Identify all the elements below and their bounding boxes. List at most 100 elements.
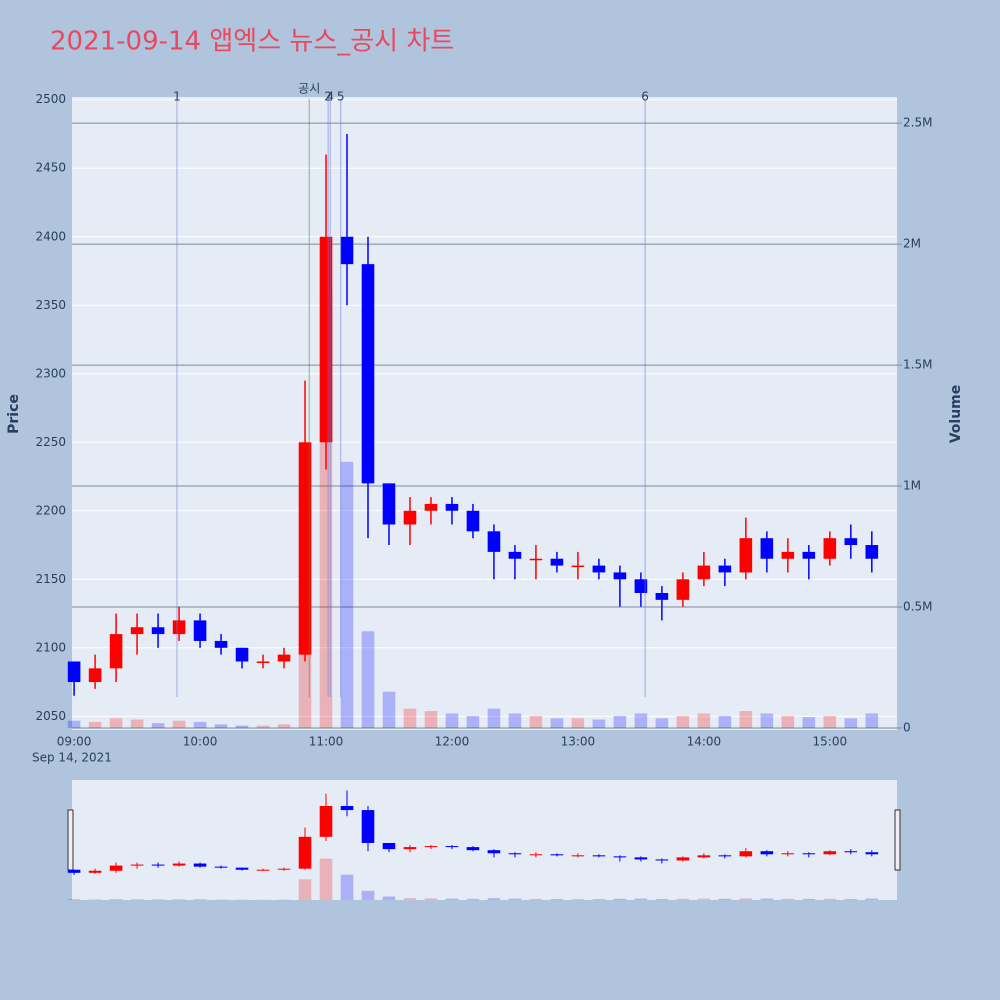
mini-candle-body xyxy=(67,869,81,873)
mini-candle-body xyxy=(760,851,774,855)
x-tick-label: 12:00 xyxy=(435,735,470,749)
mini-volume-bar xyxy=(487,898,501,900)
mini-candle-body xyxy=(802,853,816,855)
y-tick-label: 2050 xyxy=(35,709,66,723)
volume-bar xyxy=(277,724,291,728)
mini-candle-body xyxy=(214,866,228,868)
mini-volume-bar xyxy=(67,899,81,900)
mini-volume-bar xyxy=(613,898,627,900)
y2-tick-label: 2.5M xyxy=(903,116,932,130)
y2-tick-label: 0.5M xyxy=(903,600,932,614)
mini-candle-body xyxy=(739,851,753,857)
mini-candle-body xyxy=(109,865,123,871)
y-tick-label: 2150 xyxy=(35,572,66,586)
range-slider[interactable] xyxy=(72,780,897,900)
annotation-label: 공시 xyxy=(298,82,320,96)
candle-body xyxy=(340,236,354,265)
volume-bar xyxy=(844,718,858,728)
mini-volume-bar xyxy=(634,898,648,900)
mini-candle-body xyxy=(592,855,606,857)
y-tick-label: 2450 xyxy=(35,161,66,175)
y-tick-label: 2400 xyxy=(35,229,66,243)
volume-bar xyxy=(655,718,669,728)
mini-candle-body xyxy=(424,846,438,848)
volume-bar xyxy=(529,715,543,728)
volume-bar xyxy=(613,715,627,728)
candle-body xyxy=(508,551,522,559)
mini-volume-bar xyxy=(508,898,522,900)
candle-body xyxy=(256,661,270,663)
volume-bar xyxy=(109,718,123,728)
mini-candle-body xyxy=(466,847,480,851)
x-tick-label: 13:00 xyxy=(561,735,596,749)
volume-bar xyxy=(193,721,207,728)
mini-candle-body xyxy=(718,855,732,857)
candle-body xyxy=(277,654,291,662)
mini-volume-bar xyxy=(676,898,690,900)
candle-body xyxy=(403,510,417,525)
y2-axis-title: Volume xyxy=(948,385,964,444)
y2-tick-label: 0 xyxy=(903,721,911,735)
mini-candle-body xyxy=(571,855,585,857)
y-tick-label: 2250 xyxy=(35,435,66,449)
volume-bar xyxy=(592,719,606,728)
mini-candle-body xyxy=(697,855,711,858)
annotation-label: 2 xyxy=(324,90,332,104)
volume-bar xyxy=(487,708,501,728)
annotation-label: 6 xyxy=(641,90,649,104)
mini-volume-bar xyxy=(697,898,711,900)
mini-volume-bar xyxy=(445,898,459,900)
volume-bar xyxy=(718,715,732,728)
candle-body xyxy=(529,558,543,561)
volume-bar xyxy=(67,720,81,728)
candle-body xyxy=(655,592,669,600)
mini-volume-bar xyxy=(592,899,606,900)
mini-candle-body xyxy=(487,850,501,854)
mini-volume-bar xyxy=(193,899,207,900)
volume-bar xyxy=(340,461,354,728)
mini-candle-body xyxy=(550,854,564,856)
candle-body xyxy=(361,264,375,484)
candle-body xyxy=(676,579,690,600)
candle-body xyxy=(424,503,438,511)
mini-volume-bar xyxy=(424,898,438,900)
candle-body xyxy=(151,627,165,635)
volume-bar xyxy=(151,723,165,728)
candle-body xyxy=(844,538,858,546)
volume-bar xyxy=(445,713,459,728)
mini-volume-bar xyxy=(802,898,816,900)
volume-bar xyxy=(88,721,102,728)
range-handle[interactable] xyxy=(67,809,74,871)
volume-bar xyxy=(382,691,396,728)
mini-volume-bar xyxy=(781,898,795,900)
mini-volume-bar xyxy=(655,899,669,900)
candle-body xyxy=(613,572,627,580)
volume-bar xyxy=(466,715,480,728)
annotation-label: 4 xyxy=(326,90,334,104)
mini-volume-bar xyxy=(865,898,879,900)
candle-body xyxy=(571,565,585,568)
volume-bar xyxy=(403,708,417,728)
mini-candle-body xyxy=(88,870,102,873)
mini-volume-bar xyxy=(739,898,753,900)
mini-volume-bar xyxy=(718,898,732,900)
volume-bar xyxy=(739,711,753,728)
mini-candle-body xyxy=(130,864,144,866)
range-handle[interactable] xyxy=(894,809,901,871)
mini-volume-bar xyxy=(403,898,417,900)
volume-bar xyxy=(172,720,186,728)
candle-body xyxy=(697,565,711,580)
mini-volume-bar xyxy=(340,874,354,900)
volume-bar xyxy=(361,631,375,728)
mini-candle-body xyxy=(508,853,522,855)
candle-body xyxy=(739,538,753,573)
mini-candle-body xyxy=(340,805,354,811)
volume-bar xyxy=(760,713,774,728)
candle-body xyxy=(193,620,207,641)
candle-body xyxy=(487,531,501,552)
volume-bar xyxy=(781,715,795,728)
mini-volume-bar xyxy=(823,898,837,900)
volume-bar xyxy=(571,718,585,728)
mini-volume-bar xyxy=(298,879,312,900)
